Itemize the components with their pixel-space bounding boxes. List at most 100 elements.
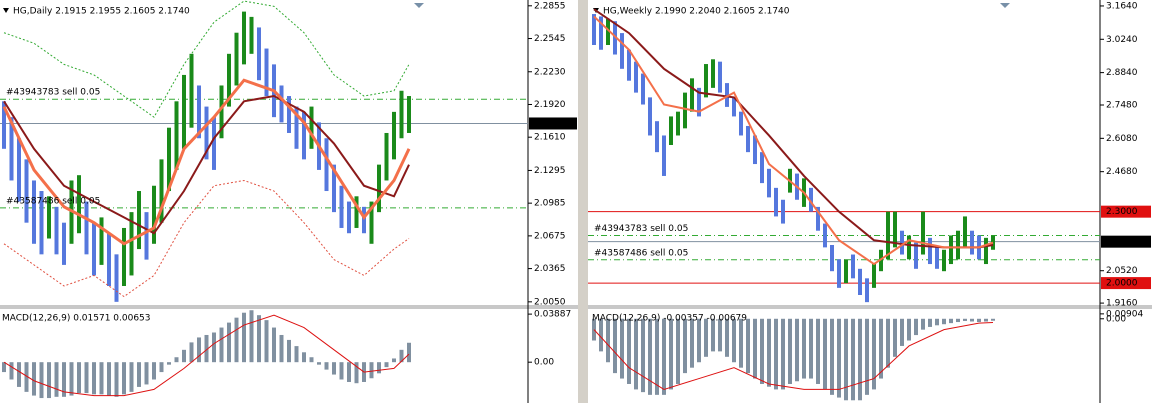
y-tick-label: 0.03887 bbox=[534, 310, 571, 320]
price-bar bbox=[9, 117, 14, 181]
macd-bar bbox=[858, 318, 862, 401]
price-bar bbox=[407, 96, 411, 133]
chart-title: HG,Daily 2.1915 2.1955 2.1605 2.1740 bbox=[13, 7, 190, 17]
y-tick-label: 2.1920 bbox=[534, 100, 566, 110]
price-bar bbox=[732, 97, 736, 117]
price-bar bbox=[279, 85, 284, 123]
macd-bar bbox=[662, 318, 666, 395]
macd-bar bbox=[369, 362, 374, 379]
price-bar bbox=[92, 222, 96, 276]
macd-bar bbox=[697, 318, 701, 363]
price-bar bbox=[294, 106, 299, 149]
price-bar bbox=[227, 53, 231, 107]
macd-bar bbox=[942, 318, 946, 325]
price-bar bbox=[676, 111, 680, 136]
macd-bar bbox=[159, 362, 164, 373]
window-gap bbox=[578, 0, 588, 403]
macd-bar bbox=[39, 362, 44, 399]
macd-bar bbox=[907, 318, 911, 341]
y-tick-label: 0.00 bbox=[1106, 314, 1126, 324]
price-bar bbox=[655, 121, 659, 153]
macd-bar bbox=[886, 318, 890, 368]
price-bar bbox=[189, 53, 194, 128]
macd-bar bbox=[599, 318, 603, 352]
macd-bar bbox=[774, 318, 778, 390]
price-bar bbox=[914, 242, 918, 269]
macd-bar bbox=[704, 318, 708, 357]
order-label: #43587486 sell 0.05 bbox=[6, 196, 100, 206]
price-bar bbox=[99, 217, 104, 265]
macd-bar bbox=[249, 310, 254, 363]
price-bar bbox=[970, 230, 974, 255]
price-bar bbox=[704, 64, 708, 98]
price-bar bbox=[690, 78, 694, 112]
macd-bar bbox=[384, 362, 389, 368]
macd-bar bbox=[795, 318, 799, 382]
y-tick-label: 2.2230 bbox=[534, 67, 566, 77]
price-bar bbox=[32, 180, 36, 244]
macd-bar bbox=[92, 362, 96, 395]
price-bar bbox=[634, 61, 638, 93]
y-tick-label: 2.0675 bbox=[534, 231, 566, 241]
price-bar bbox=[339, 185, 344, 228]
indicator-line bbox=[2, 78, 411, 246]
macd-bar bbox=[189, 342, 194, 363]
pane-separator bbox=[0, 305, 578, 309]
price-bar bbox=[984, 237, 988, 265]
price-bar bbox=[392, 111, 396, 160]
price-bar bbox=[648, 97, 652, 136]
price-bar bbox=[599, 16, 603, 50]
indicator-title: MACD(12,26,9) 0.01571 0.00653 bbox=[2, 314, 151, 324]
indicator-title: MACD(12,26,9) -0.00357 -0.00679 bbox=[592, 314, 747, 324]
macd-bar bbox=[302, 352, 306, 363]
price-bar bbox=[377, 164, 381, 213]
price-bar bbox=[886, 211, 890, 260]
price-bar bbox=[907, 235, 911, 260]
signal-line bbox=[3, 314, 410, 397]
macd-bar bbox=[893, 318, 897, 357]
price-bar bbox=[753, 135, 757, 165]
macd-bar bbox=[167, 362, 171, 365]
macd-bar bbox=[928, 318, 932, 327]
price-bar bbox=[122, 227, 126, 287]
price-pane bbox=[588, 8, 1100, 303]
price-bar bbox=[347, 201, 351, 234]
macd-bar bbox=[17, 362, 21, 387]
price-bar bbox=[935, 247, 939, 269]
y-tick-label: 2.1295 bbox=[534, 166, 566, 176]
price-bar bbox=[683, 92, 687, 129]
macd-bar bbox=[77, 362, 81, 394]
macd-bar bbox=[2, 362, 6, 373]
macd-bar bbox=[339, 362, 344, 380]
price-bar bbox=[257, 27, 261, 81]
price-bar bbox=[62, 222, 66, 265]
price-bar bbox=[234, 32, 239, 86]
price-bar bbox=[592, 14, 596, 45]
price-bar bbox=[816, 206, 820, 231]
macd-bar bbox=[152, 362, 156, 380]
macd-bar bbox=[655, 318, 659, 395]
price-bar bbox=[167, 127, 171, 192]
macd-bar bbox=[634, 318, 638, 390]
macd-bar bbox=[753, 318, 757, 379]
price-bar bbox=[767, 168, 771, 198]
macd-bar bbox=[830, 318, 834, 395]
price-bar bbox=[249, 16, 254, 54]
macd-bar bbox=[816, 318, 820, 384]
macd-bar bbox=[24, 362, 29, 392]
y-tick-label: 1.9160 bbox=[1106, 299, 1138, 309]
macd-bar bbox=[991, 318, 995, 321]
price-bar bbox=[302, 111, 306, 160]
y-tick-label: 2.6080 bbox=[1106, 134, 1138, 144]
macd-bar bbox=[956, 318, 960, 323]
price-bar bbox=[332, 164, 336, 213]
macd-pane bbox=[2, 310, 411, 399]
price-bar bbox=[949, 235, 953, 265]
price-bar bbox=[669, 116, 673, 145]
price-bar bbox=[362, 206, 366, 234]
macd-bar bbox=[921, 318, 925, 330]
price-bar bbox=[107, 233, 111, 287]
macd-bar bbox=[725, 318, 729, 357]
